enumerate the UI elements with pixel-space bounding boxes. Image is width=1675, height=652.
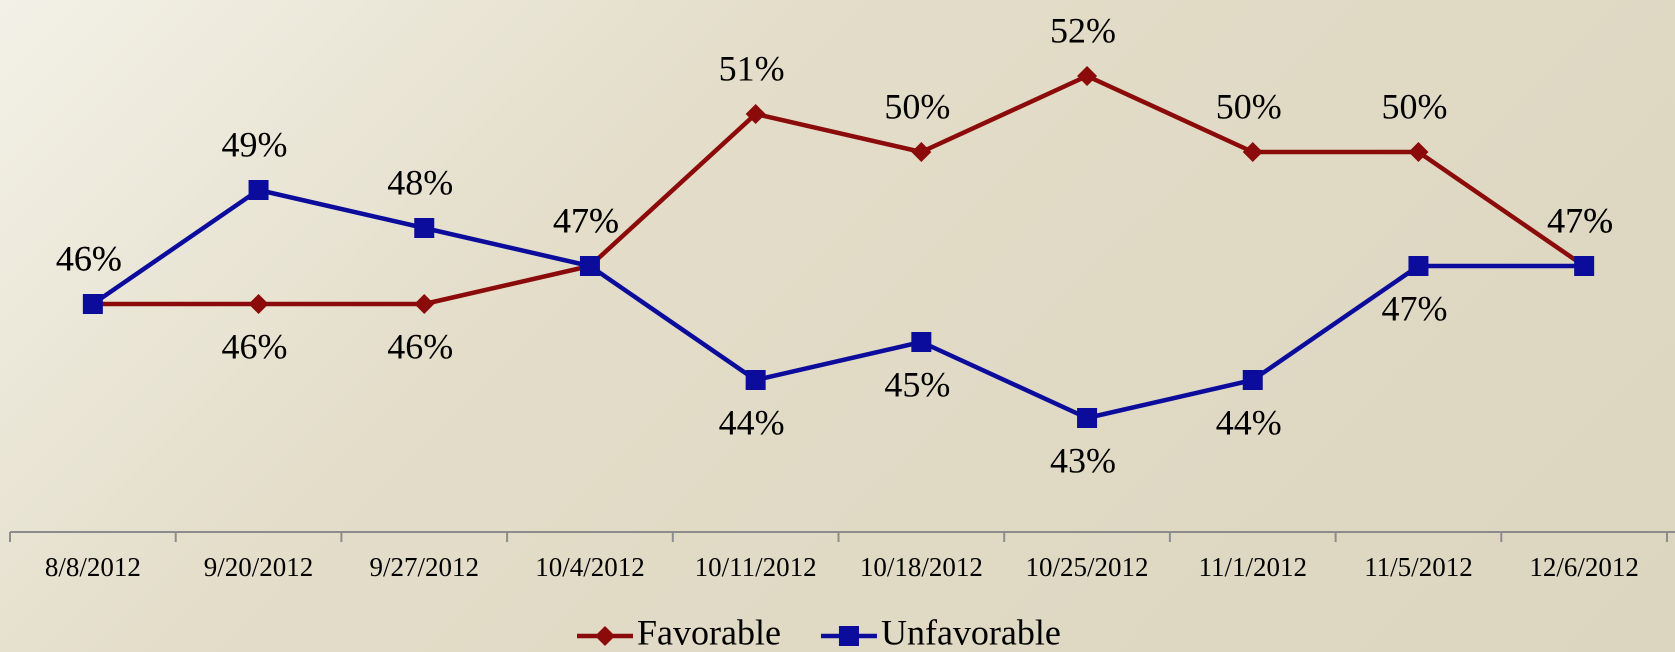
data-label: 45%	[884, 364, 950, 404]
point	[1242, 142, 1263, 162]
data-label: 47%	[553, 200, 619, 240]
data-label: 43%	[1050, 440, 1116, 480]
point	[82, 294, 103, 314]
point	[1077, 408, 1098, 428]
x-tick-label: 11/5/2012	[1364, 552, 1473, 582]
x-tick-label: 10/4/2012	[535, 552, 645, 582]
point	[1408, 256, 1429, 276]
legend-item: Unfavorable	[820, 612, 1061, 652]
point	[1574, 256, 1595, 276]
point	[248, 180, 269, 200]
x-tick-label: 10/18/2012	[860, 552, 983, 582]
point	[1408, 142, 1429, 162]
point	[1242, 370, 1263, 390]
point	[414, 218, 435, 238]
point	[911, 332, 932, 352]
data-label: 47%	[553, 200, 619, 240]
point	[1077, 66, 1098, 86]
series-line	[92, 73, 1586, 307]
point	[745, 370, 766, 390]
data-label: 44%	[1216, 402, 1282, 442]
legend-label: Favorable	[637, 612, 781, 652]
series-line	[91, 187, 1585, 421]
point	[745, 104, 766, 124]
data-label: 47%	[1547, 200, 1613, 240]
x-tick-label: 11/1/2012	[1198, 552, 1307, 582]
data-label: 47%	[1547, 200, 1613, 240]
data-label: 52%	[1050, 10, 1116, 50]
x-tick-label: 12/6/2012	[1529, 552, 1639, 582]
data-label: 50%	[1216, 86, 1282, 126]
point	[248, 294, 269, 314]
point	[911, 142, 932, 162]
data-label: 50%	[884, 86, 950, 126]
x-tick-label: 10/25/2012	[1026, 552, 1149, 582]
data-label: 51%	[719, 48, 785, 88]
legend-marker	[595, 626, 615, 646]
x-tick-label: 9/20/2012	[204, 552, 314, 582]
x-tick-label: 8/8/2012	[45, 552, 141, 582]
x-tick-label: 10/11/2012	[695, 552, 817, 582]
point	[414, 294, 435, 314]
data-label: 46%	[56, 238, 122, 278]
legend-marker	[838, 626, 859, 646]
data-label: 46%	[222, 326, 288, 366]
data-label: 49%	[222, 124, 288, 164]
data-label: 50%	[1381, 86, 1447, 126]
data-label: 47%	[1381, 288, 1447, 328]
point	[579, 256, 600, 276]
x-tick-label: 9/27/2012	[369, 552, 479, 582]
data-label: 46%	[387, 326, 453, 366]
data-label: 44%	[719, 402, 785, 442]
legend-label: Unfavorable	[881, 612, 1061, 652]
legend-item: Favorable	[577, 612, 781, 652]
data-label: 46%	[56, 238, 122, 278]
data-label: 48%	[387, 162, 453, 202]
